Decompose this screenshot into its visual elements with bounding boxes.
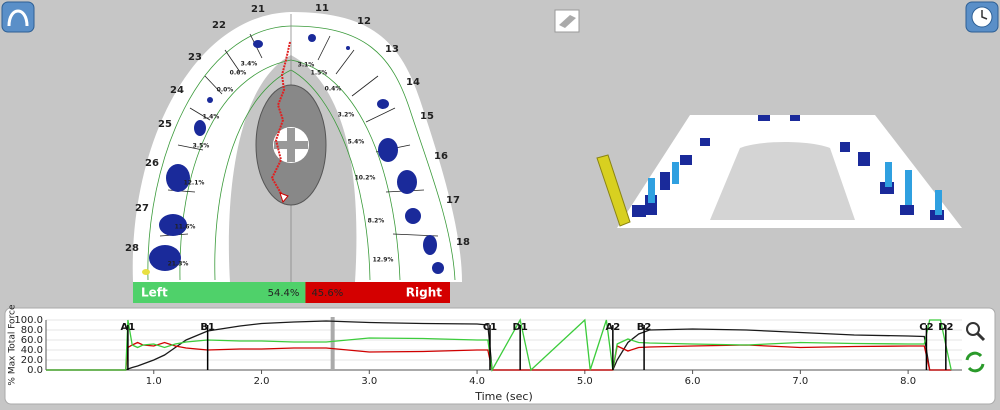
event-label: B2 xyxy=(637,322,652,333)
contact-spots xyxy=(149,34,444,274)
event-label: D2 xyxy=(938,322,953,333)
y-axis-label: % Max Total Force xyxy=(8,304,18,386)
tooth-percent: 5.4% xyxy=(348,139,365,146)
tooth-percent: 3.2% xyxy=(338,112,355,119)
tooth-number: 28 xyxy=(125,243,139,254)
tooth-number: 15 xyxy=(420,111,434,122)
tooth-number: 18 xyxy=(456,237,470,248)
event-label: B1 xyxy=(200,322,215,333)
y-tick-label: 40.0 xyxy=(21,345,43,356)
tooth-percent: 11.6% xyxy=(175,224,196,231)
y-tick-label: 80.0 xyxy=(21,325,43,336)
tooth-number: 21 xyxy=(251,4,265,15)
event-label: A2 xyxy=(605,322,620,333)
tooth-number: 17 xyxy=(446,195,460,206)
tooth-number: 12 xyxy=(357,16,371,27)
zoom-button[interactable] xyxy=(966,322,986,342)
tooth-percent: 0.4% xyxy=(325,86,342,93)
tooth-number: 27 xyxy=(135,203,149,214)
x-tick-label: 7.0 xyxy=(792,376,808,387)
tooth-percent: 3.1% xyxy=(298,62,315,69)
x-axis-label: Time (sec) xyxy=(474,390,533,403)
x-tick-label: 2.0 xyxy=(254,376,270,387)
right-percent: 45.6% xyxy=(311,288,343,299)
right-label: Right xyxy=(406,286,442,300)
tooth-number: 24 xyxy=(170,85,184,96)
tooth-percent: 0.6% xyxy=(230,70,247,77)
force-line xyxy=(46,318,952,372)
x-tick-label: 1.0 xyxy=(146,376,162,387)
x-tick-label: 6.0 xyxy=(685,376,701,387)
tooth-percent: 1.4% xyxy=(203,114,220,121)
tooth-number: 14 xyxy=(406,77,420,88)
tooth-number: 13 xyxy=(385,44,399,55)
tooth-number: 25 xyxy=(158,119,172,130)
arch-view-button[interactable] xyxy=(1,1,35,33)
refresh-button[interactable] xyxy=(965,351,985,373)
arch-outline xyxy=(147,25,456,281)
y-tick-label: 20.0 xyxy=(21,355,43,366)
tooth-number: 11 xyxy=(315,3,329,14)
tooth-number: 16 xyxy=(434,151,448,162)
tooth-percent: 21.3% xyxy=(168,261,189,268)
x-tick-label: 3.0 xyxy=(361,376,377,387)
y-tick-label: 0.0 xyxy=(27,365,43,376)
event-label: D1 xyxy=(513,322,528,333)
tooth-number: 23 xyxy=(188,52,202,63)
event-label: A1 xyxy=(121,322,136,333)
left-percent: 54.4% xyxy=(268,288,300,299)
tooth-number: 22 xyxy=(212,20,226,31)
tooth-percent: 0.0% xyxy=(217,87,234,94)
left-bar xyxy=(133,282,306,303)
tooth-percent: 3.5% xyxy=(193,143,210,150)
arch-shape xyxy=(132,12,462,282)
tooth-percent: 12.1% xyxy=(184,180,205,187)
event-label: C1 xyxy=(483,322,497,333)
tooth-number: 26 xyxy=(145,158,159,169)
sensor-icon[interactable] xyxy=(554,9,580,33)
force-trajectory xyxy=(270,41,291,196)
y-tick-label: 100.0 xyxy=(14,315,43,326)
cof-marker xyxy=(279,192,289,204)
3d-view xyxy=(596,115,962,228)
x-tick-label: 8.0 xyxy=(900,376,916,387)
event-label: C2 xyxy=(919,322,933,333)
tooth-percent: 10.2% xyxy=(355,175,376,182)
y-tick-label: 60.0 xyxy=(21,335,43,346)
tooth-percent: 1.5% xyxy=(311,70,328,77)
right-bar xyxy=(305,282,450,303)
tooth-percent: 8.2% xyxy=(368,218,385,225)
left-label: Left xyxy=(141,286,168,300)
tooth-percent: 12.9% xyxy=(373,257,394,264)
x-tick-label: 4.0 xyxy=(469,376,485,387)
arch-view xyxy=(132,12,462,282)
balance-bar: Left 54.4% 45.6% Right xyxy=(133,282,450,303)
timer-button[interactable] xyxy=(965,1,999,33)
tooth-percent: 3.4% xyxy=(241,61,258,68)
x-tick-label: 5.0 xyxy=(577,376,593,387)
